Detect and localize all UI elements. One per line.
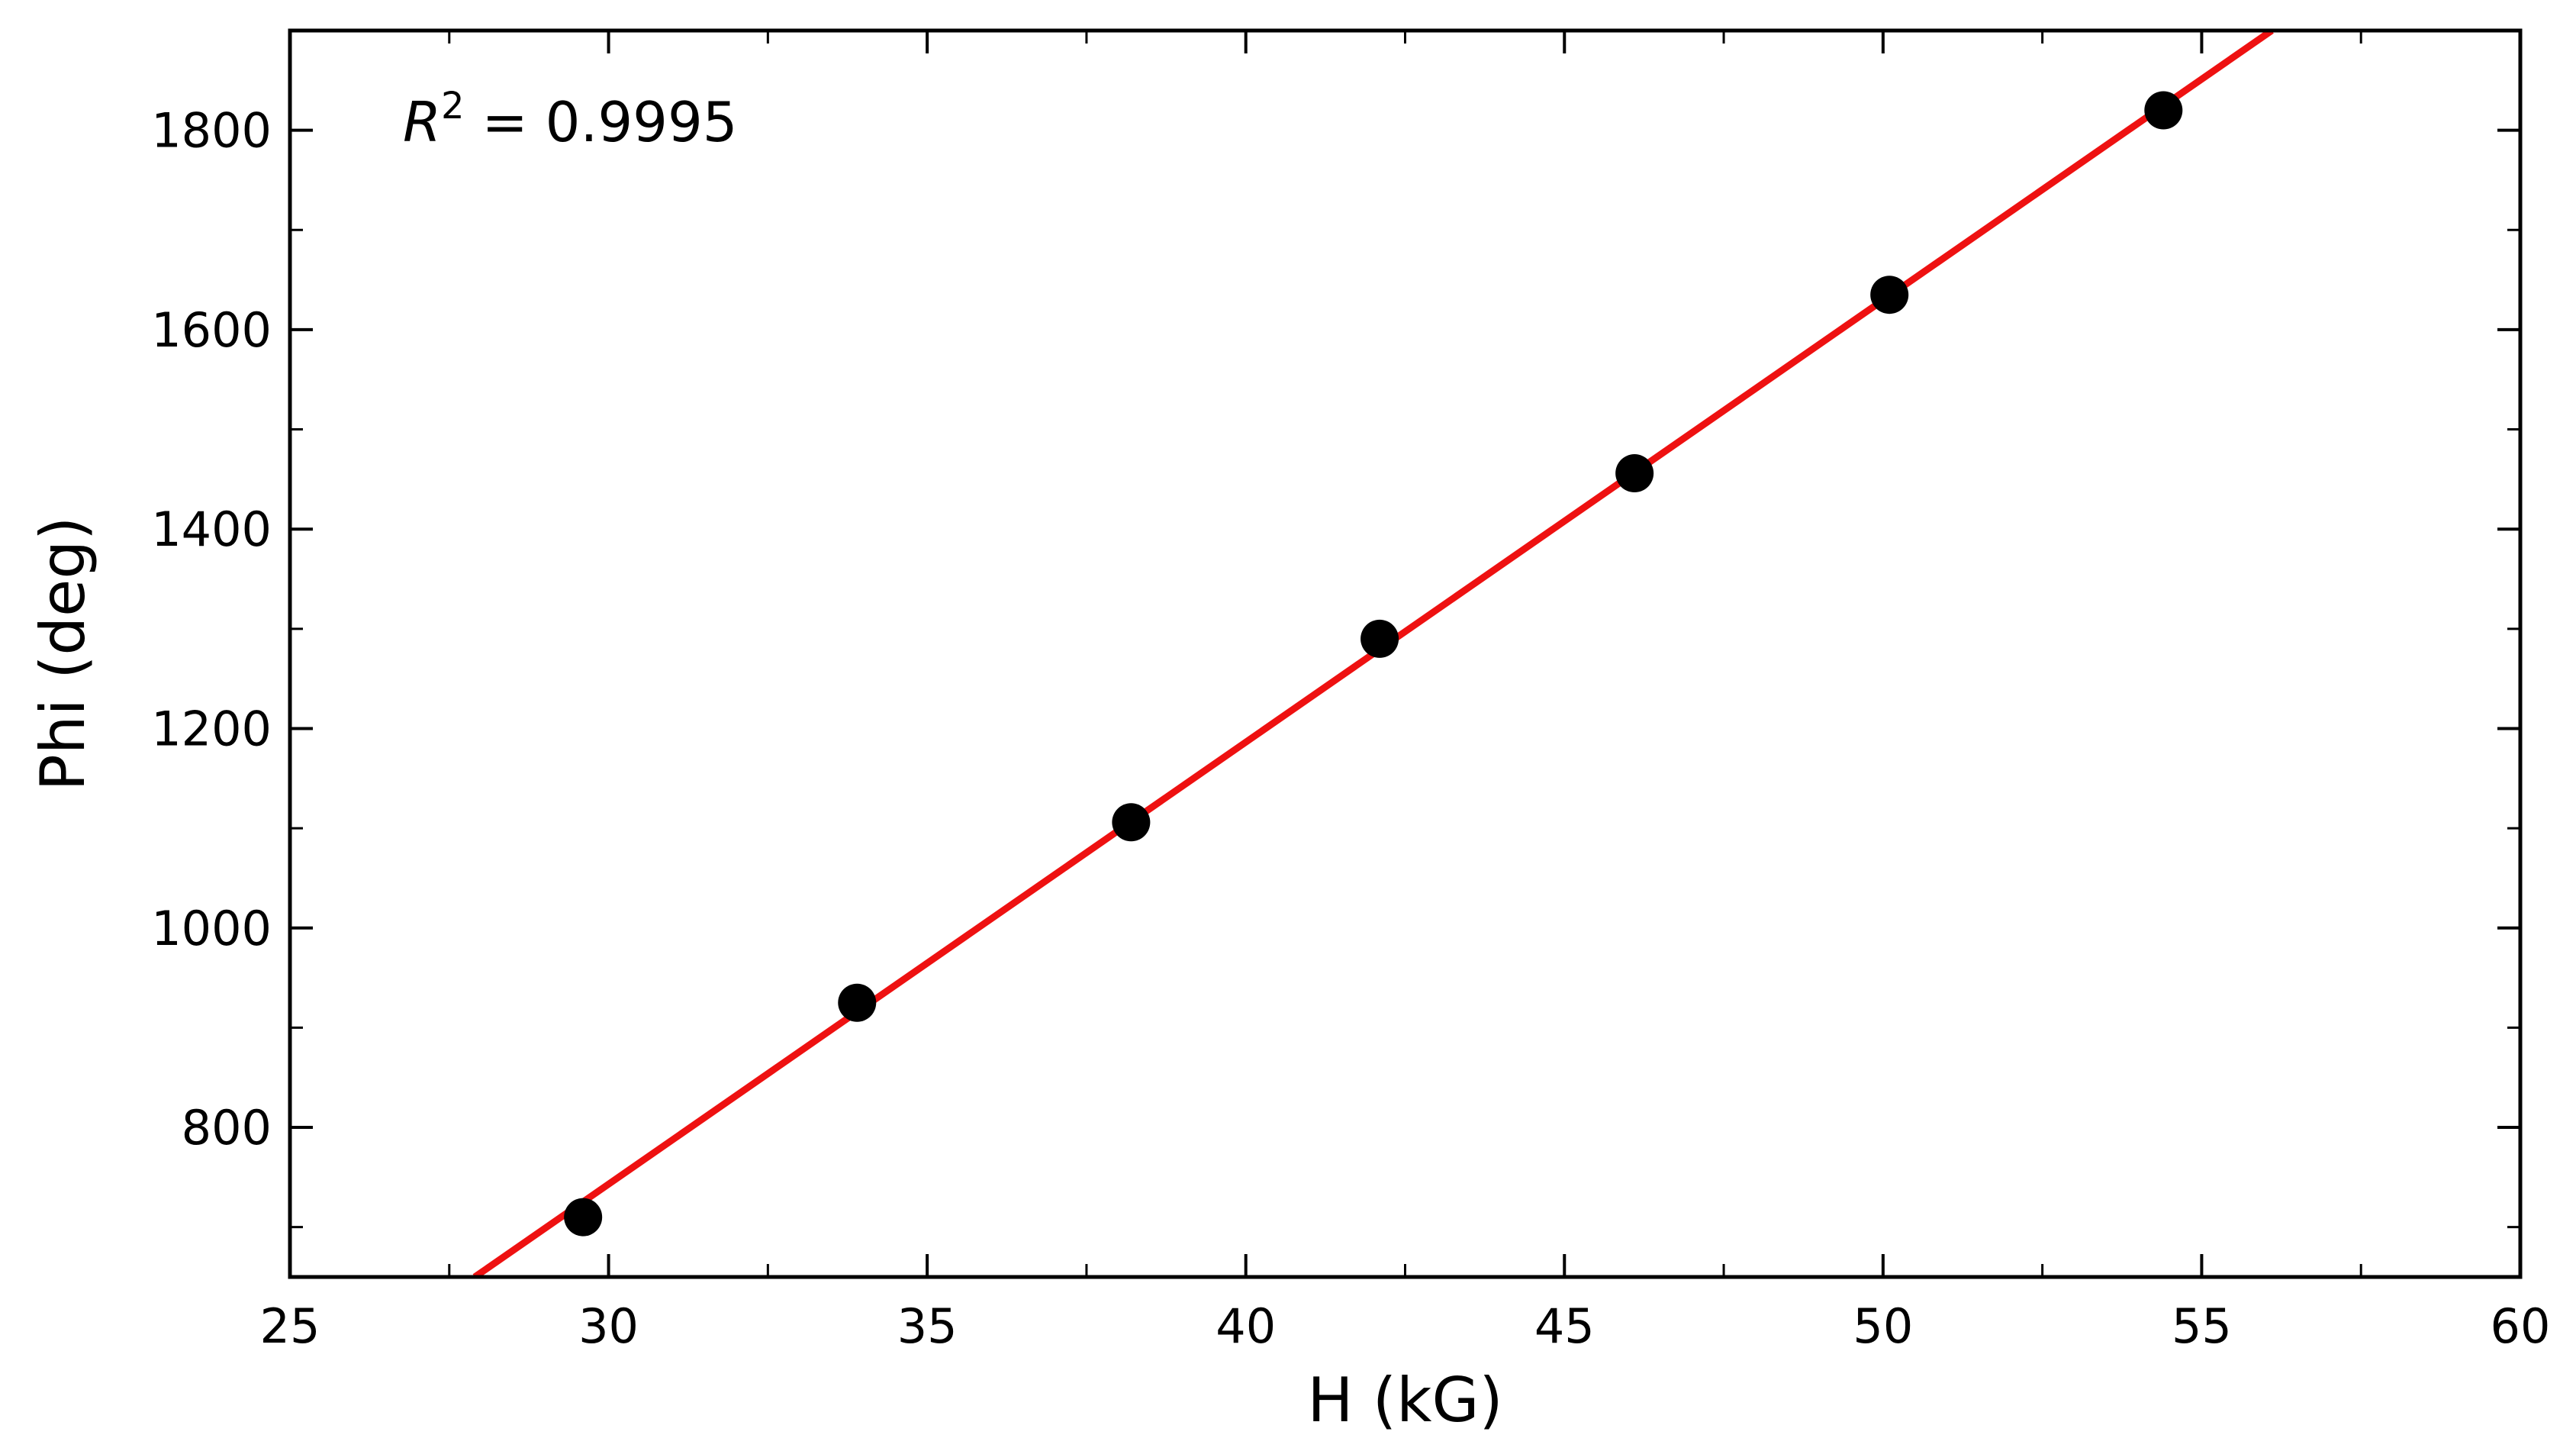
data-point <box>838 983 877 1022</box>
x-tick-label: 25 <box>260 1298 320 1354</box>
x-tick-label: 45 <box>1534 1298 1595 1354</box>
x-tick-label: 30 <box>578 1298 639 1354</box>
y-tick-label: 1800 <box>151 103 272 159</box>
y-tick-label: 1600 <box>151 302 272 358</box>
data-point <box>1870 276 1909 314</box>
y-tick-label: 800 <box>182 1100 272 1156</box>
data-point <box>1112 803 1151 842</box>
y-tick-label: 1400 <box>151 501 272 557</box>
r-squared-symbol: R <box>403 90 441 154</box>
x-axis-title: H (kG) <box>1307 1365 1502 1436</box>
data-point <box>1615 454 1654 493</box>
x-tick-label: 55 <box>2172 1298 2232 1354</box>
y-tick-label: 1200 <box>151 701 272 756</box>
x-tick-label: 35 <box>897 1298 958 1354</box>
ticks-layer: 25 30 35 40 45 50 55 60 800 1000 1200 1400 1600 1800 <box>151 29 2551 1354</box>
series-layer <box>472 31 2274 1277</box>
x-tick-label: 60 <box>2491 1298 2551 1354</box>
y-axis-title: Phi (deg) <box>27 517 98 792</box>
plot-frame <box>288 28 2523 1279</box>
y-tick-label: 1000 <box>151 901 272 956</box>
x-tick-label: 50 <box>1853 1298 1913 1354</box>
r-squared-exponent: 2 <box>441 85 465 127</box>
r-squared-value: = 0.9995 <box>465 90 738 154</box>
x-tick-label: 40 <box>1216 1298 1276 1354</box>
data-point <box>1360 619 1399 658</box>
r-squared-annotation: R2 = 0.9995 <box>403 85 738 154</box>
data-point <box>2144 91 2183 130</box>
data-point <box>564 1198 603 1237</box>
